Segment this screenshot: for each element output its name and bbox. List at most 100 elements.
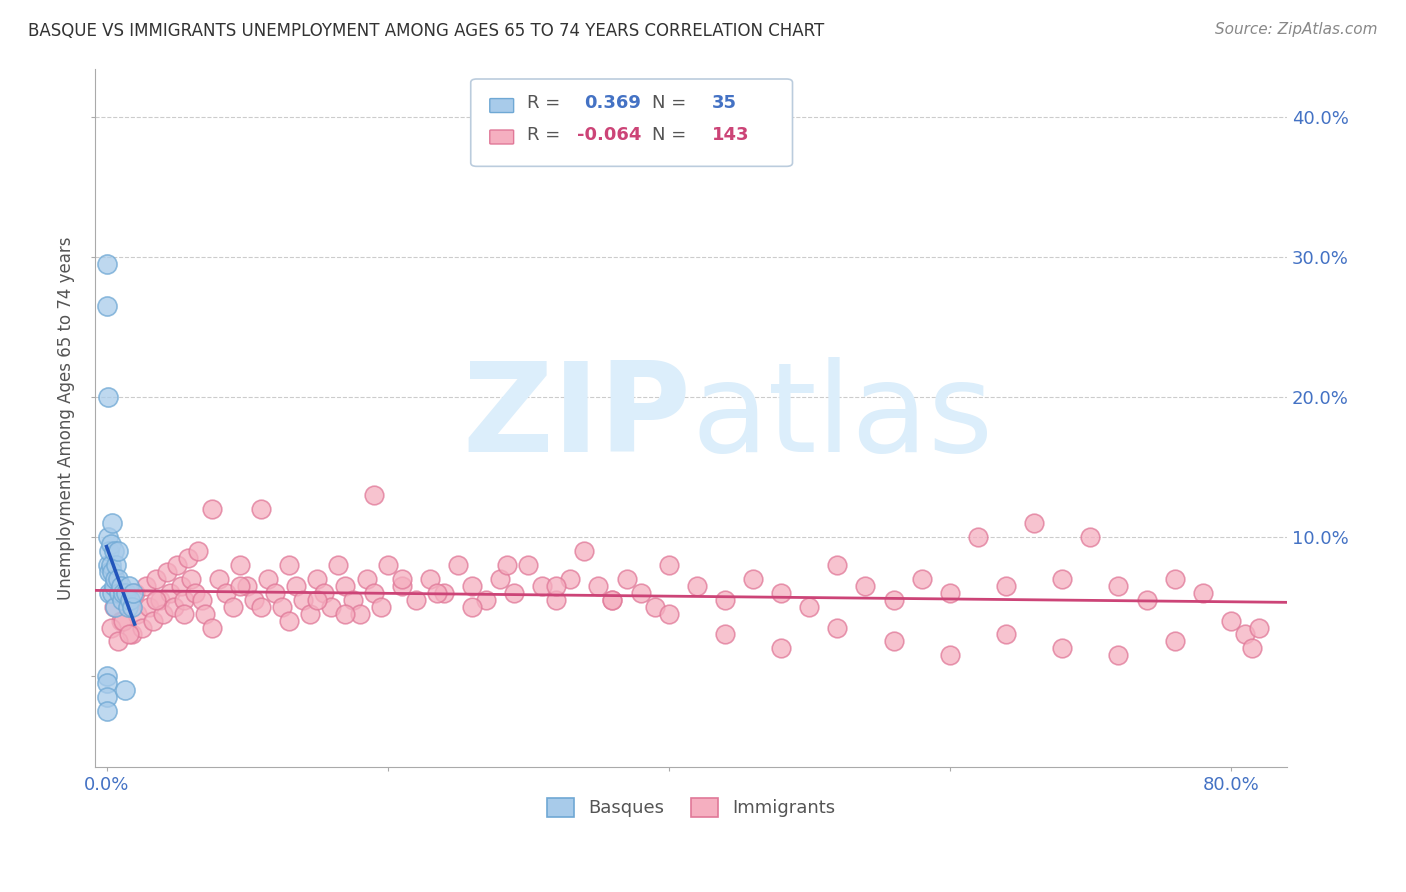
Text: 35: 35 bbox=[711, 95, 737, 112]
Point bbox=[883, 592, 905, 607]
Point bbox=[208, 572, 231, 586]
Point bbox=[114, 683, 136, 698]
Point bbox=[101, 565, 124, 579]
Point bbox=[105, 558, 128, 572]
Point bbox=[122, 585, 145, 599]
Point bbox=[215, 585, 238, 599]
Point bbox=[108, 585, 131, 599]
Point bbox=[1024, 516, 1046, 530]
Point bbox=[602, 592, 624, 607]
Point bbox=[742, 572, 765, 586]
Point bbox=[187, 543, 209, 558]
Point bbox=[118, 627, 141, 641]
Point bbox=[285, 578, 308, 592]
Point bbox=[124, 585, 146, 599]
Point bbox=[271, 599, 294, 614]
Point bbox=[503, 585, 526, 599]
Point bbox=[770, 585, 793, 599]
Point bbox=[156, 565, 179, 579]
Point bbox=[201, 620, 224, 634]
Point bbox=[1219, 614, 1241, 628]
Point bbox=[194, 607, 217, 621]
Point bbox=[152, 607, 174, 621]
Point bbox=[117, 592, 139, 607]
Point bbox=[184, 585, 207, 599]
Point bbox=[236, 578, 259, 592]
Point bbox=[173, 607, 195, 621]
Point bbox=[96, 299, 118, 313]
Point bbox=[250, 501, 273, 516]
Point bbox=[419, 572, 441, 586]
Point bbox=[1163, 572, 1185, 586]
Point bbox=[588, 578, 610, 592]
Point bbox=[103, 543, 125, 558]
Point bbox=[560, 572, 582, 586]
Text: R =: R = bbox=[527, 126, 565, 144]
Point bbox=[97, 530, 120, 544]
Point bbox=[1163, 634, 1185, 648]
Point bbox=[531, 578, 554, 592]
Point bbox=[616, 572, 638, 586]
Point bbox=[447, 558, 470, 572]
Point bbox=[1107, 648, 1129, 663]
Point bbox=[142, 614, 165, 628]
Point bbox=[546, 578, 568, 592]
Point bbox=[356, 572, 378, 586]
Point bbox=[546, 592, 568, 607]
Point bbox=[299, 607, 322, 621]
Point bbox=[103, 599, 125, 614]
Text: atlas: atlas bbox=[692, 358, 993, 478]
Point bbox=[159, 585, 181, 599]
Point bbox=[107, 572, 129, 586]
FancyBboxPatch shape bbox=[489, 98, 513, 112]
Point bbox=[1247, 620, 1270, 634]
Point bbox=[112, 585, 135, 599]
Point bbox=[163, 599, 186, 614]
Point bbox=[110, 578, 132, 592]
Point bbox=[229, 578, 252, 592]
Point bbox=[630, 585, 652, 599]
Point bbox=[714, 592, 737, 607]
Point bbox=[517, 558, 540, 572]
Point bbox=[145, 572, 167, 586]
Point bbox=[1078, 530, 1101, 544]
Point bbox=[939, 585, 962, 599]
Point bbox=[335, 578, 357, 592]
FancyBboxPatch shape bbox=[489, 130, 513, 144]
Point bbox=[363, 488, 385, 502]
Point bbox=[166, 558, 188, 572]
Point bbox=[1107, 578, 1129, 592]
Point bbox=[100, 536, 122, 550]
Point bbox=[1135, 592, 1157, 607]
Point bbox=[111, 592, 134, 607]
Text: ZIP: ZIP bbox=[463, 358, 692, 478]
Point bbox=[342, 592, 364, 607]
Point bbox=[461, 599, 484, 614]
Point bbox=[307, 592, 329, 607]
Point bbox=[121, 627, 143, 641]
Point bbox=[177, 550, 200, 565]
Point bbox=[145, 592, 167, 607]
Point bbox=[644, 599, 666, 614]
Point bbox=[714, 627, 737, 641]
Point bbox=[967, 530, 990, 544]
Point bbox=[110, 614, 132, 628]
Point bbox=[173, 592, 195, 607]
Point bbox=[292, 592, 315, 607]
Point bbox=[939, 648, 962, 663]
Point bbox=[135, 578, 157, 592]
Legend: Basques, Immigrants: Basques, Immigrants bbox=[540, 791, 844, 824]
Point bbox=[97, 558, 120, 572]
Point bbox=[1050, 641, 1073, 656]
Point bbox=[1191, 585, 1213, 599]
Point bbox=[98, 543, 121, 558]
Point bbox=[118, 578, 141, 592]
Point bbox=[96, 676, 118, 690]
Point bbox=[426, 585, 449, 599]
Point bbox=[1050, 572, 1073, 586]
Point bbox=[138, 599, 160, 614]
Point bbox=[658, 558, 681, 572]
Point bbox=[121, 599, 143, 614]
Point bbox=[117, 599, 139, 614]
Point bbox=[827, 558, 849, 572]
